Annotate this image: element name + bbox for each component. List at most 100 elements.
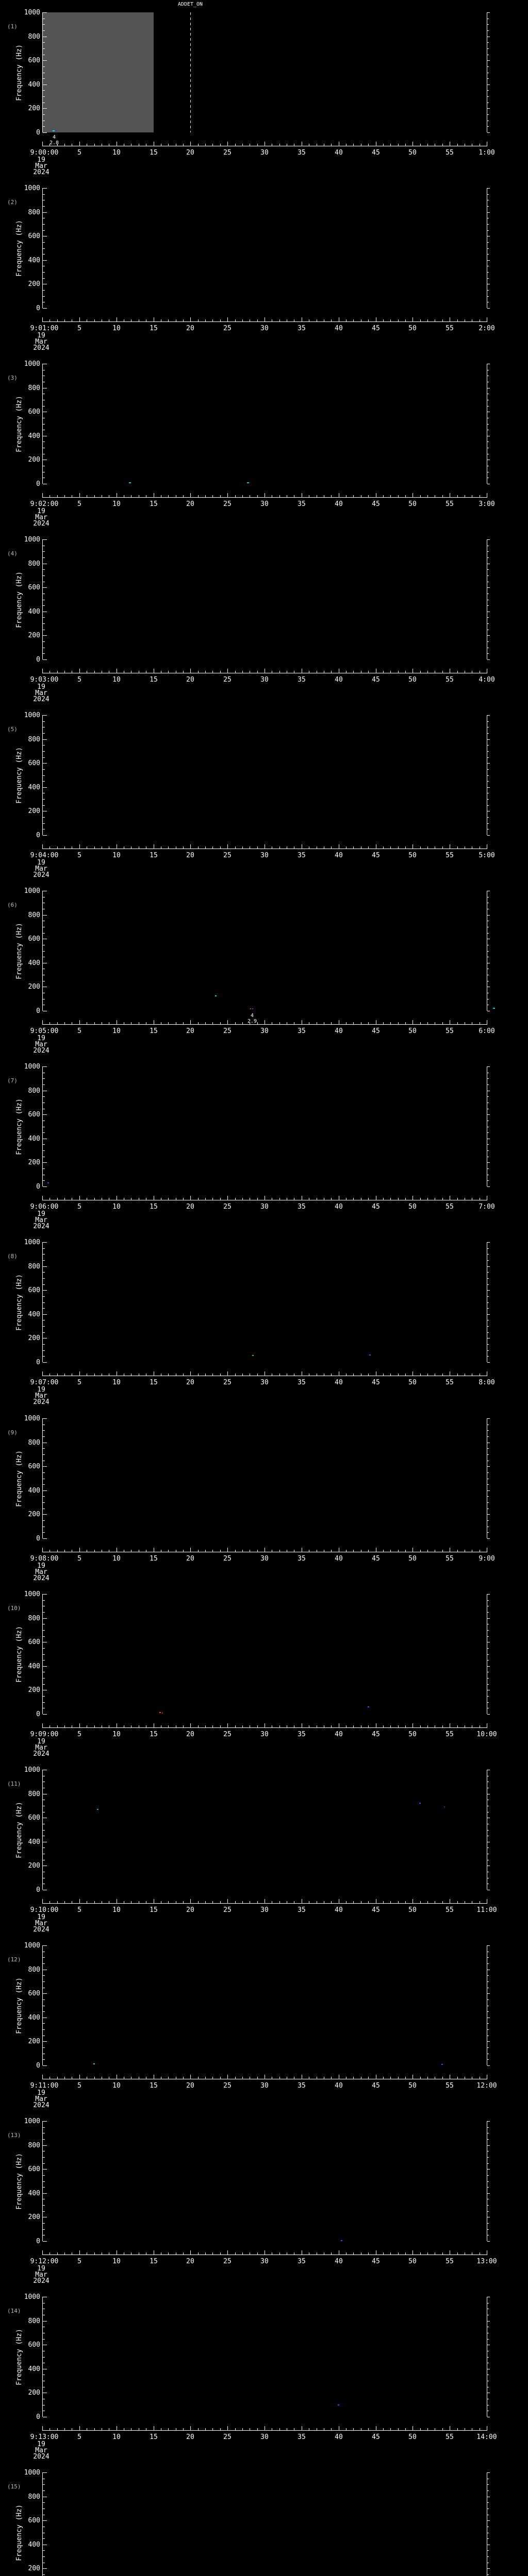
y-tick xyxy=(43,1078,45,1079)
time-tick-label: 40 xyxy=(335,676,343,684)
y-tick xyxy=(487,1945,490,1946)
date-month-label: Mar xyxy=(35,1216,47,1224)
y-tick xyxy=(487,2065,490,2066)
time-tick xyxy=(183,1725,184,1727)
y-tick xyxy=(43,775,45,776)
date-day-label: 19 xyxy=(37,1035,45,1042)
y-tick xyxy=(43,290,45,291)
y-tick xyxy=(487,1999,489,2000)
time-tick xyxy=(353,495,354,497)
time-tick xyxy=(242,671,243,673)
time-tick-label: 20 xyxy=(186,1203,194,1211)
y-tick xyxy=(43,206,45,207)
y-tick xyxy=(43,2041,47,2042)
time-tick-label: 55 xyxy=(446,500,454,508)
y-tick xyxy=(43,1096,45,1097)
y-tick xyxy=(43,1654,45,1655)
time-tick xyxy=(390,144,391,146)
y-tick-label: 600 xyxy=(28,1638,40,1646)
date-year-label: 2024 xyxy=(33,1047,50,1055)
time-tick-label: 45 xyxy=(372,149,380,157)
time-tick xyxy=(220,1550,221,1552)
date-year-label: 2024 xyxy=(33,2277,50,2285)
time-tick xyxy=(227,317,228,321)
start-time-label: 9:09:00 xyxy=(30,1731,59,1738)
y-tick xyxy=(43,108,47,109)
y-tick-label: 400 xyxy=(28,1487,40,1495)
detection-speck xyxy=(252,1008,253,1009)
y-tick xyxy=(487,2041,490,2042)
y-tick xyxy=(487,90,489,91)
time-tick-label: 55 xyxy=(446,1731,454,1738)
time-tick xyxy=(220,1725,221,1727)
y-tick-label: 1000 xyxy=(24,2293,40,2301)
y-tick xyxy=(487,212,490,213)
y-tick-label: 1000 xyxy=(24,711,40,719)
y-tick xyxy=(43,1993,47,1994)
time-tick xyxy=(190,2250,191,2255)
time-tick xyxy=(183,1022,184,1024)
time-tick-label: 45 xyxy=(372,500,380,508)
time-tick xyxy=(331,1550,332,1552)
date-year-label: 2024 xyxy=(33,2102,50,2109)
plot-area xyxy=(42,2121,487,2241)
time-tick xyxy=(168,1374,169,1376)
time-tick xyxy=(257,671,258,673)
y-tick xyxy=(487,1326,489,1327)
y-tick xyxy=(487,605,489,606)
y-tick xyxy=(43,2011,45,2012)
spectrogram-panel: (4) Frequency (Hz) 9:03:00 4:00 19 Mar 2… xyxy=(0,536,528,709)
y-tick xyxy=(487,2157,489,2158)
time-tick-label: 20 xyxy=(186,2082,194,2090)
time-tick-label: 10 xyxy=(112,676,121,684)
time-tick xyxy=(420,1901,421,1903)
time-tick xyxy=(190,1548,191,1552)
time-tick-label: 20 xyxy=(186,2433,194,2441)
time-tick xyxy=(442,1374,443,1376)
time-tick xyxy=(57,1374,58,1376)
time-tick xyxy=(383,1901,384,1903)
y-tick-label: 1000 xyxy=(24,184,40,192)
time-tick xyxy=(383,846,384,849)
frequency-axis-title: Frequency (Hz) xyxy=(15,1098,23,1155)
time-tick xyxy=(427,495,428,497)
time-tick xyxy=(227,2426,228,2430)
time-tick xyxy=(405,1901,406,1903)
time-tick xyxy=(57,144,58,146)
time-tick xyxy=(457,1374,458,1376)
y-axis-left xyxy=(42,2121,43,2241)
time-tick-label: 15 xyxy=(150,1731,158,1738)
y-tick xyxy=(43,1308,45,1309)
y-tick xyxy=(487,230,489,231)
y-tick xyxy=(43,715,47,716)
time-tick-label: 25 xyxy=(223,1555,232,1563)
time-tick xyxy=(398,495,399,497)
y-tick xyxy=(43,1472,45,1473)
y-tick xyxy=(43,2223,45,2224)
time-tick xyxy=(398,1374,399,1376)
spectrogram-panel: (1) Frequency (Hz) 9:00:00 1:00 19 Mar 2… xyxy=(0,2,528,182)
y-tick-label: 0 xyxy=(36,2413,40,2421)
y-tick xyxy=(43,2205,45,2206)
y-tick xyxy=(487,1466,490,1467)
time-tick xyxy=(64,1374,65,1376)
time-tick xyxy=(220,319,221,321)
time-tick xyxy=(405,2077,406,2079)
y-tick-label: 1000 xyxy=(24,1415,40,1422)
addet-on-label: ADDET_ON xyxy=(177,2,203,7)
time-tick xyxy=(457,1550,458,1552)
y-tick xyxy=(43,1448,45,1449)
end-time-label: 2:00 xyxy=(478,325,495,332)
time-tick xyxy=(57,1725,58,1727)
time-tick-label: 40 xyxy=(335,325,343,332)
time-tick xyxy=(190,1899,191,1903)
y-tick xyxy=(43,1963,45,1964)
time-tick-label: 35 xyxy=(298,1731,306,1738)
time-tick-label: 10 xyxy=(112,1906,121,1914)
time-tick xyxy=(457,1198,458,1200)
y-tick xyxy=(487,126,489,127)
time-tick xyxy=(190,2426,191,2430)
frequency-axis-title: Frequency (Hz) xyxy=(15,1625,23,1683)
plot-area xyxy=(42,1770,487,1890)
time-tick-label: 15 xyxy=(150,149,158,157)
